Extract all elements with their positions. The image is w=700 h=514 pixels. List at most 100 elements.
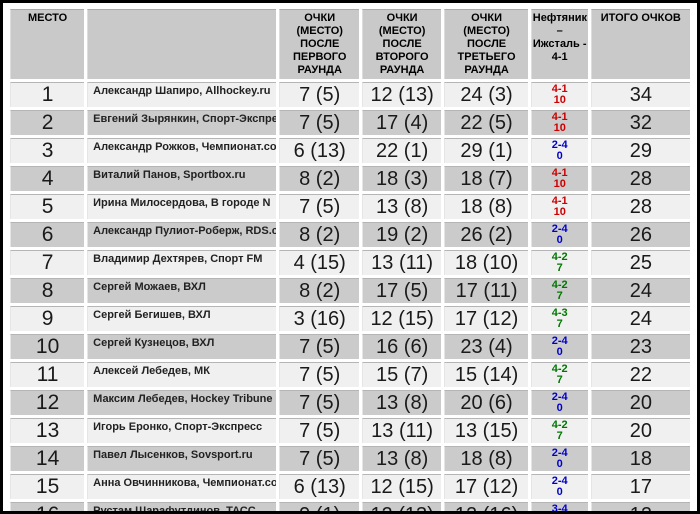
round1-score: 7 (5) (279, 362, 359, 387)
place-cell: 7 (10, 250, 85, 275)
prediction-score: 2-4 (551, 139, 568, 151)
place-cell: 2 (10, 110, 85, 135)
table-row: 9 Сергей Бегишев, ВХЛ 3 (16) 12 (15) 17 … (10, 306, 690, 331)
table-row: 1 Александр Шапиро, Allhockey.ru 7 (5) 1… (10, 82, 690, 107)
header-total: ИТОГО ОЧКОВ (590, 9, 690, 79)
round3-score: 17 (11) (444, 278, 528, 303)
header-participant (87, 9, 277, 79)
place-cell: 16 (10, 502, 85, 511)
prediction-score: 2-4 (551, 391, 568, 403)
round1-score: 6 (13) (279, 474, 359, 499)
prediction-points: 0 (556, 234, 563, 246)
prediction-points: 0 (556, 458, 563, 470)
total-score: 32 (590, 110, 690, 135)
round2-score: 12 (13) (361, 82, 442, 107)
round2-score: 22 (1) (361, 138, 442, 163)
round2-score: 12 (15) (361, 474, 442, 499)
round1-score: 3 (16) (279, 306, 359, 331)
place-cell: 14 (10, 446, 85, 471)
place-cell: 9 (10, 306, 85, 331)
prediction-score: 4-2 (551, 419, 568, 431)
total-score: 24 (590, 278, 690, 303)
round3-score: 24 (3) (444, 82, 528, 107)
round2-score: 13 (11) (361, 418, 442, 443)
table-row: 5 Ирина Милосердова, В городе N 7 (5) 13… (10, 194, 690, 219)
prediction-score: 4-3 (551, 307, 568, 319)
total-score: 23 (590, 334, 690, 359)
round3-score: 15 (14) (444, 362, 528, 387)
place-cell: 1 (10, 82, 85, 107)
round1-score: 7 (5) (279, 110, 359, 135)
prediction-score: 4-1 (551, 83, 568, 95)
total-score: 28 (590, 194, 690, 219)
prediction-score: 4-2 (551, 251, 568, 263)
place-cell: 4 (10, 166, 85, 191)
participant-name: Анна Овчинникова, Чемпионат.com (87, 474, 277, 499)
participant-name: Сергей Бегишев, ВХЛ (87, 306, 277, 331)
prediction-cell: 4-2 7 (530, 250, 588, 275)
table-row: 14 Павел Лысенков, Sovsport.ru 7 (5) 13 … (10, 446, 690, 471)
round2-score: 17 (4) (361, 110, 442, 135)
prediction-cell: 4-2 7 (530, 278, 588, 303)
round3-score: 23 (4) (444, 334, 528, 359)
round3-score: 29 (1) (444, 138, 528, 163)
header-prediction: Нефтяник – Ижсталь - 4-1 (530, 9, 588, 79)
total-score: 26 (590, 222, 690, 247)
prediction-points: 0 (556, 346, 563, 358)
prediction-cell: 4-1 10 (530, 110, 588, 135)
prediction-score: 2-4 (551, 335, 568, 347)
prediction-cell: 4-1 10 (530, 194, 588, 219)
place-cell: 5 (10, 194, 85, 219)
table-row: 3 Александр Рожков, Чемпионат.com 6 (13)… (10, 138, 690, 163)
total-score: 18 (590, 446, 690, 471)
round3-score: 26 (2) (444, 222, 528, 247)
participant-name: Рустам Шарафутдинов, ТАСС (87, 502, 277, 511)
total-score: 20 (590, 390, 690, 415)
table-row: 12 Максим Лебедев, Hockey Tribune 7 (5) … (10, 390, 690, 415)
prediction-points: 10 (553, 178, 566, 190)
place-cell: 10 (10, 334, 85, 359)
round3-score: 13 (15) (444, 418, 528, 443)
participant-name: Александр Рожков, Чемпионат.com (87, 138, 277, 163)
round2-score: 13 (8) (361, 446, 442, 471)
round1-score: 6 (13) (279, 138, 359, 163)
place-cell: 13 (10, 418, 85, 443)
standings-table: МЕСТО ОЧКИ (МЕСТО) ПОСЛЕ ПЕРВОГО РАУНДА … (7, 6, 693, 514)
round1-score: 8 (2) (279, 222, 359, 247)
round2-score: 16 (6) (361, 334, 442, 359)
prediction-cell: 4-2 7 (530, 362, 588, 387)
prediction-cell: 2-4 0 (530, 446, 588, 471)
total-score: 22 (590, 362, 690, 387)
place-cell: 15 (10, 474, 85, 499)
round3-score: 18 (8) (444, 194, 528, 219)
table-row: 2 Евгений Зырянкин, Спорт-Экспресс 7 (5)… (10, 110, 690, 135)
round1-score: 8 (2) (279, 166, 359, 191)
table-row: 10 Сергей Кузнецов, ВХЛ 7 (5) 16 (6) 23 … (10, 334, 690, 359)
participant-name: Владимир Дехтярев, Спорт FM (87, 250, 277, 275)
participant-name: Александр Пулиот-Роберж, RDS.ca (87, 222, 277, 247)
prediction-cell: 4-1 10 (530, 82, 588, 107)
prediction-score: 4-1 (551, 195, 568, 207)
prediction-score: 4-1 (551, 111, 568, 123)
table-row: 4 Виталий Панов, Sportbox.ru 8 (2) 18 (3… (10, 166, 690, 191)
total-score: 25 (590, 250, 690, 275)
total-score: 24 (590, 306, 690, 331)
round3-score: 22 (5) (444, 110, 528, 135)
prediction-cell: 4-1 10 (530, 166, 588, 191)
participant-name: Александр Шапиро, Allhockey.ru (87, 82, 277, 107)
round1-score: 7 (5) (279, 418, 359, 443)
prediction-score: 3-4 (551, 503, 568, 514)
round3-score: 12 (16) (444, 502, 528, 511)
participant-name: Евгений Зырянкин, Спорт-Экспресс (87, 110, 277, 135)
participant-name: Сергей Можаев, ВХЛ (87, 278, 277, 303)
round2-score: 12 (15) (361, 306, 442, 331)
prediction-cell: 2-4 0 (530, 334, 588, 359)
place-cell: 3 (10, 138, 85, 163)
prediction-cell: 4-2 7 (530, 418, 588, 443)
prediction-score: 4-1 (551, 167, 568, 179)
prediction-score: 4-2 (551, 363, 568, 375)
table-row: 16 Рустам Шарафутдинов, ТАСС 9 (1) 12 (1… (10, 502, 690, 514)
participant-name: Павел Лысенков, Sovsport.ru (87, 446, 277, 471)
participant-name: Игорь Еронко, Спорт-Экспресс (87, 418, 277, 443)
prediction-points: 10 (553, 94, 566, 106)
